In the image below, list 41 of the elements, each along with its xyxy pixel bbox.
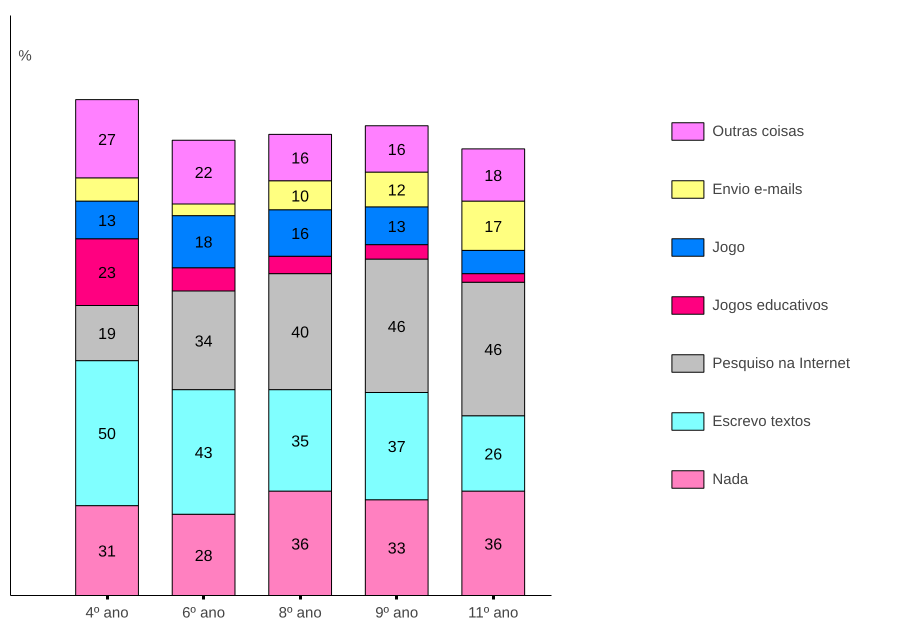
data-label: 37 [388, 439, 406, 456]
data-label: 31 [98, 544, 116, 561]
legend-label: Escrevo textos [712, 412, 811, 432]
x-tick-label: 6º ano [182, 604, 226, 622]
data-label: 16 [388, 142, 406, 159]
data-label: 22 [194, 165, 213, 182]
data-label: 27 [98, 132, 116, 149]
legend-label: Envio e-mails [712, 180, 802, 200]
legend-label: Jogo [712, 238, 745, 258]
data-label: 40 [291, 324, 310, 342]
data-label: 26 [484, 446, 502, 464]
x-tick-label: 9º ano [375, 604, 418, 622]
data-label: 50 [98, 426, 116, 444]
data-label: 13 [98, 212, 116, 230]
y-axis-title: % [18, 48, 32, 65]
data-label: 46 [388, 318, 406, 336]
data-label: 18 [194, 234, 213, 252]
data-label: 19 [98, 326, 116, 344]
data-label: 46 [484, 342, 502, 359]
legend-label: Nada [712, 470, 748, 490]
data-label: 43 [194, 444, 213, 462]
data-label: 13 [388, 218, 406, 236]
data-label: 16 [291, 150, 310, 168]
data-label: 12 [388, 182, 406, 200]
data-label: 28 [194, 548, 213, 565]
x-tick-label: 4º ano [86, 604, 129, 622]
legend-label: Pesquiso na Internet [712, 354, 850, 374]
legend-label: Outras coisas [712, 122, 804, 142]
legend-label: Jogos educativos [712, 296, 828, 316]
data-label: 34 [194, 333, 213, 350]
x-tick-label: 11º ano [468, 604, 518, 622]
x-tick-label: 8º ano [278, 604, 322, 622]
data-label: 36 [484, 536, 502, 554]
data-label: 23 [98, 265, 116, 282]
data-label: 16 [291, 226, 310, 243]
data-label: 10 [291, 188, 310, 206]
data-label: 35 [291, 433, 310, 450]
data-label: 36 [291, 536, 310, 554]
data-label: 17 [484, 218, 502, 236]
data-label: 18 [484, 168, 502, 185]
data-label: 33 [388, 540, 406, 558]
